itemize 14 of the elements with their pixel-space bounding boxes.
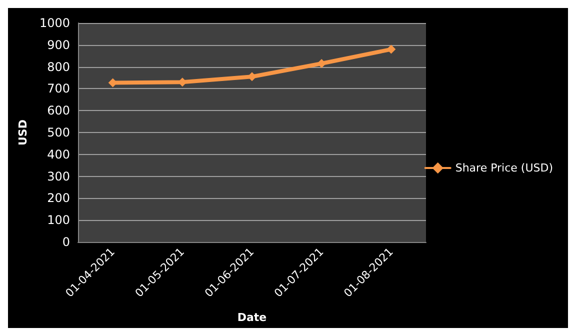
- y-tick-label: 500: [47, 126, 70, 140]
- y-axis-title: USD: [16, 120, 30, 146]
- y-tick-label: 1000: [39, 16, 70, 30]
- y-tick-label: 400: [47, 147, 70, 162]
- y-tick-label: 800: [47, 60, 70, 74]
- x-axis-title: Date: [237, 311, 267, 324]
- y-tick-label: 100: [47, 213, 70, 228]
- y-tick-label: 700: [47, 82, 70, 96]
- y-tick-label: 200: [47, 191, 70, 206]
- y-tick-label: 600: [47, 104, 70, 118]
- y-tick-label: 900: [47, 38, 70, 52]
- y-tick-label: 300: [47, 169, 70, 184]
- y-tick-label: 0: [62, 235, 70, 249]
- legend-label: Share Price (USD): [455, 162, 554, 174]
